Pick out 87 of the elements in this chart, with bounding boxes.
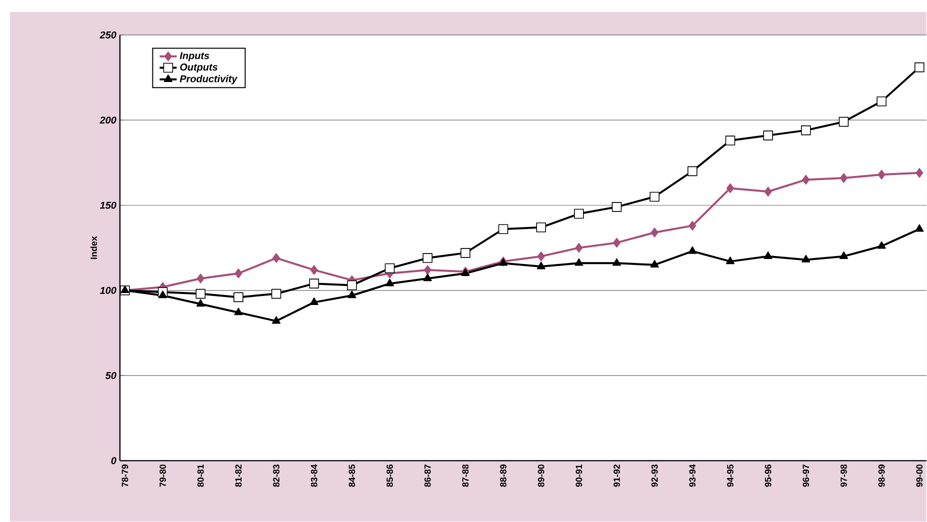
x-tick-label: 80-81 xyxy=(197,464,204,488)
point xyxy=(536,262,546,270)
y-tick-label: 50 xyxy=(105,372,116,380)
point xyxy=(688,246,697,254)
point xyxy=(764,252,772,260)
point xyxy=(764,186,772,197)
point xyxy=(688,166,698,176)
point xyxy=(915,224,924,232)
point xyxy=(575,243,583,253)
point xyxy=(196,299,205,307)
point xyxy=(158,290,168,298)
point xyxy=(725,136,736,146)
x-tick-label: 87-88 xyxy=(462,464,469,488)
y-tick-label: 0 xyxy=(111,457,116,464)
point xyxy=(688,220,696,231)
x-tick-label: 78-79 xyxy=(122,464,128,487)
point xyxy=(801,126,811,136)
x-tick-label: 90-91 xyxy=(576,464,582,487)
legend-label: Productivity xyxy=(180,75,238,84)
point xyxy=(347,280,357,290)
point xyxy=(839,252,848,260)
point xyxy=(802,255,810,263)
x-tick-label: 79-80 xyxy=(160,464,166,487)
point xyxy=(726,256,735,264)
point xyxy=(726,183,734,194)
x-tick-label: 86-87 xyxy=(424,464,431,488)
point xyxy=(537,252,545,262)
x-tick-label: 88-89 xyxy=(500,464,506,488)
point xyxy=(196,289,206,299)
point xyxy=(348,290,356,298)
point xyxy=(234,308,243,316)
point xyxy=(272,253,280,264)
x-tick-label: 89-90 xyxy=(538,464,544,488)
x-tick-label: 92-93 xyxy=(651,464,658,487)
point xyxy=(460,248,470,258)
x-tick-label: 96-97 xyxy=(802,464,810,487)
y-tick-label: 250 xyxy=(100,32,116,39)
point xyxy=(763,130,773,140)
y-axis-title: Index xyxy=(90,236,97,260)
point xyxy=(574,209,584,219)
x-tick-label: 91-92 xyxy=(614,464,620,487)
x-tick-label: 94-95 xyxy=(727,464,734,487)
point xyxy=(612,258,622,266)
point xyxy=(840,173,848,184)
point xyxy=(234,268,242,278)
point xyxy=(916,168,924,178)
x-tick-label: 82-83 xyxy=(273,464,280,488)
point xyxy=(650,228,658,238)
point xyxy=(650,260,659,268)
point xyxy=(536,222,546,232)
point xyxy=(876,96,886,106)
x-tick-label: 98-99 xyxy=(878,464,885,487)
y-tick-label: 100 xyxy=(100,287,116,294)
point xyxy=(424,265,432,276)
x-tick-label: 95-96 xyxy=(764,464,772,487)
x-tick-label: 99-00 xyxy=(916,464,923,487)
point xyxy=(196,274,204,284)
x-tick-label: 81-82 xyxy=(235,464,242,488)
point xyxy=(877,241,886,249)
point xyxy=(612,238,621,248)
point xyxy=(422,253,432,264)
legend-label: Inputs xyxy=(180,52,210,62)
point xyxy=(574,258,584,266)
x-tick-label: 83-84 xyxy=(310,464,318,488)
point xyxy=(384,264,395,274)
point xyxy=(612,202,622,212)
point xyxy=(878,170,886,180)
point xyxy=(310,265,318,276)
point xyxy=(234,292,244,302)
x-tick-label: 97-98 xyxy=(840,464,847,487)
point xyxy=(423,274,432,282)
point xyxy=(838,117,849,127)
legend-label: Outputs xyxy=(180,64,218,73)
y-tick-label: 150 xyxy=(100,202,116,209)
point xyxy=(272,316,281,324)
x-tick-label: 85-86 xyxy=(386,464,393,488)
point xyxy=(309,278,319,289)
point xyxy=(310,298,318,306)
x-tick-label: 84-85 xyxy=(348,464,356,488)
y-tick-label: 200 xyxy=(100,116,116,124)
point xyxy=(271,289,282,299)
point xyxy=(650,192,660,202)
x-tick-label: 93-94 xyxy=(689,464,696,487)
point xyxy=(498,224,508,234)
point xyxy=(914,62,924,72)
point xyxy=(802,174,810,185)
point xyxy=(385,278,394,286)
